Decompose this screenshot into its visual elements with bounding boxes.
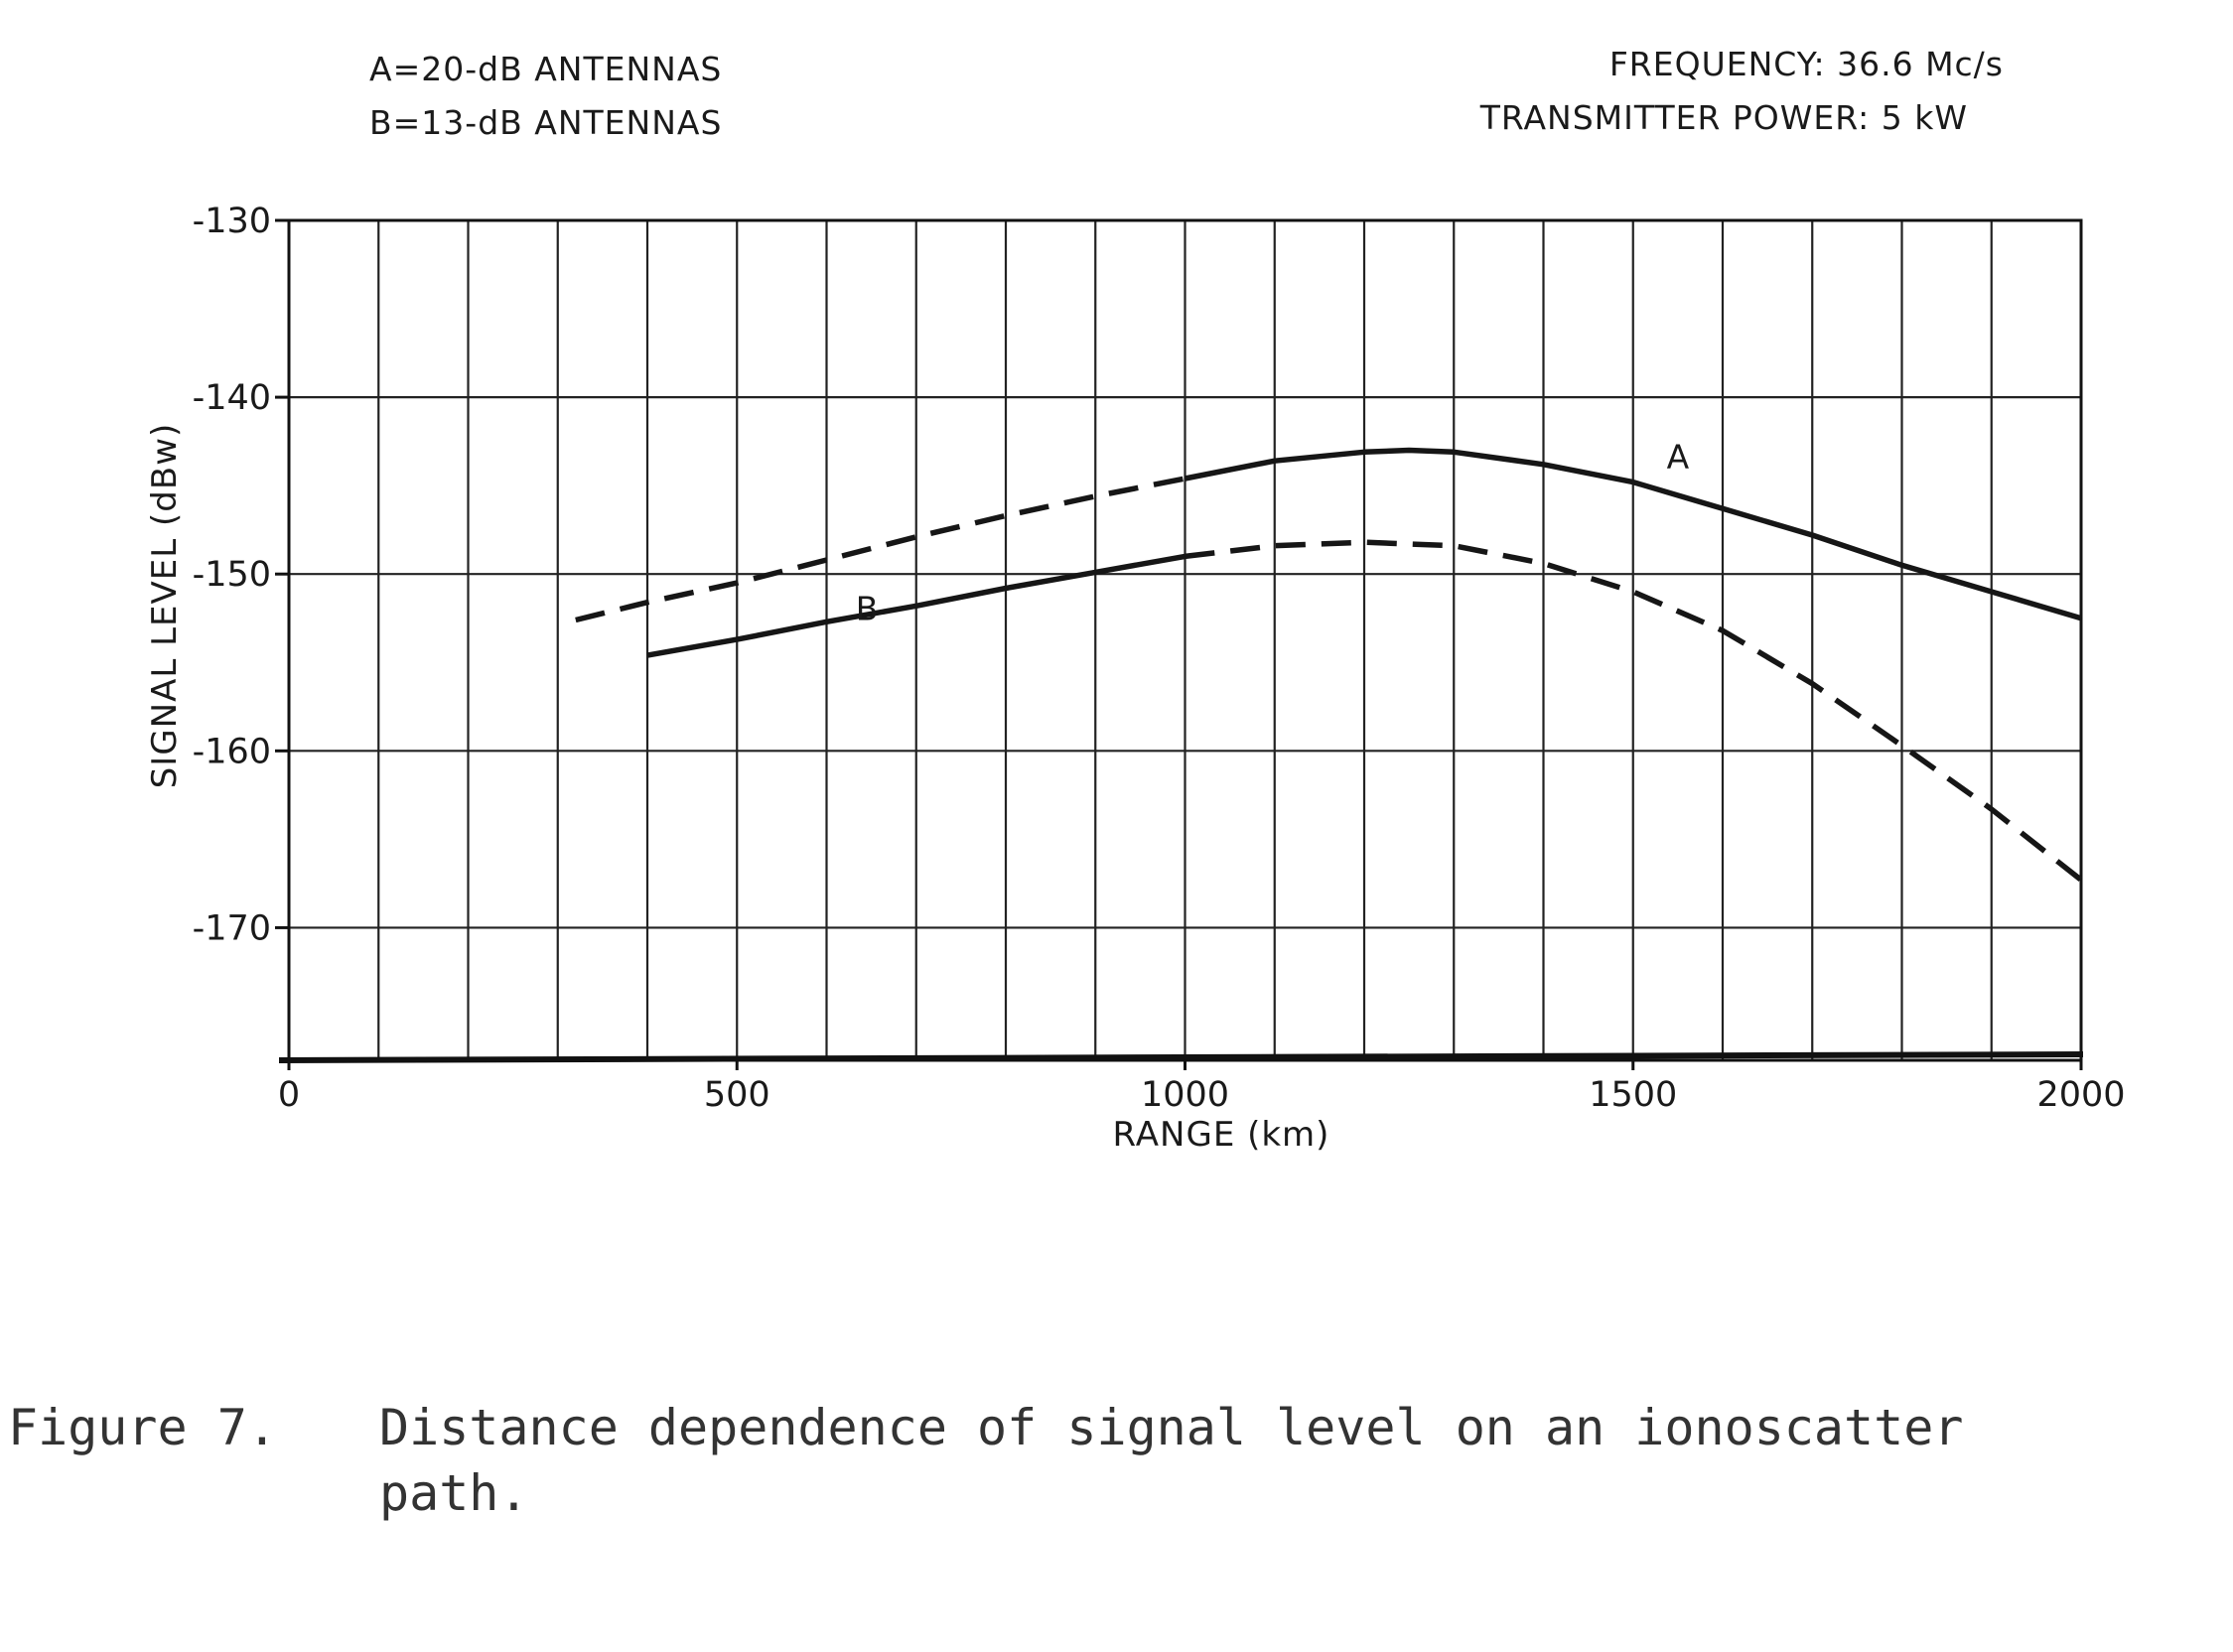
grid (289, 220, 2081, 1060)
x-tick-label: 500 (704, 1075, 770, 1115)
y-axis-title: SIGNAL LEVEL (dBw) (145, 423, 185, 789)
legend-a-text: A=20-dB ANTENNAS (369, 50, 722, 88)
plot-frame (275, 218, 2084, 1070)
series-a-label: A (1667, 437, 1690, 476)
series-b-solid-segment (646, 553, 1186, 658)
series-b: B (646, 539, 2083, 883)
transmitter-power-text: TRANSMITTER POWER: 5 kW (1479, 98, 1968, 137)
x-tick-label: 1500 (1589, 1075, 1677, 1115)
y-tick-label: -170 (193, 908, 271, 948)
x-tick-label: 1000 (1141, 1075, 1229, 1115)
series-b-label: B (856, 590, 879, 628)
legend-b-text: B=13-dB ANTENNAS (369, 103, 722, 142)
series-a-dashed-segment (575, 476, 1186, 623)
series-layer: AB (575, 437, 2083, 883)
figure-caption: Figure 7. Distance dependence of signal l… (8, 1395, 1963, 1526)
series-a: A (575, 437, 2082, 623)
y-tick-label: -150 (193, 555, 271, 595)
series-a-solid-segment (1184, 447, 2082, 621)
y-tick-label: -140 (193, 378, 271, 418)
caption-line2: path. (379, 1464, 529, 1522)
caption-line1: Distance dependence of signal level on a… (379, 1399, 1964, 1456)
caption-prefix: Figure 7. (8, 1399, 277, 1456)
y-tick-label: -160 (193, 732, 271, 771)
series-b-dashed-segment (1185, 539, 2083, 883)
tick-labels: 0 500 1000 1500 2000 -130 -140 -150 -160 -170 (193, 202, 2126, 1115)
x-tick-label: 2000 (2036, 1075, 2125, 1115)
frequency-text: FREQUENCY: 36.6 Mc/s (1609, 45, 2004, 83)
x-axis-title: RANGE (km) (1113, 1115, 1330, 1155)
y-tick-label: -130 (193, 202, 271, 241)
x-tick-label: 0 (278, 1075, 300, 1115)
x-axis-line (278, 1051, 2084, 1063)
